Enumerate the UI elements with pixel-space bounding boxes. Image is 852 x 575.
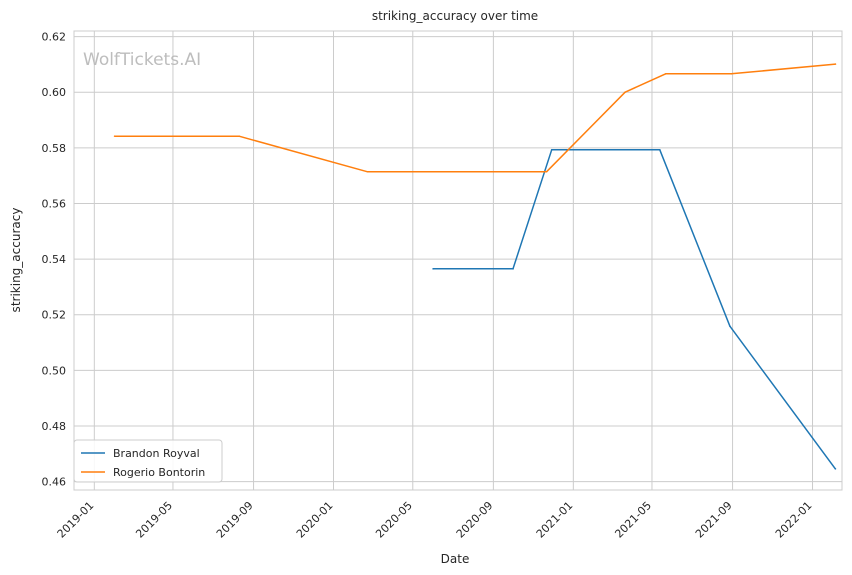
- x-tick-label: 2021-05: [612, 499, 654, 541]
- x-tick-label: 2021-01: [534, 499, 576, 541]
- data-point-rogerio-bontorin: [238, 135, 240, 137]
- y-tick-label: 0.48: [42, 420, 67, 433]
- y-tick-label: 0.50: [42, 364, 67, 377]
- data-point-rogerio-bontorin: [730, 73, 733, 75]
- data-point-brandon-royval: [659, 148, 661, 151]
- data-point-rogerio-bontorin: [664, 73, 667, 75]
- legend: Brandon Royval Rogerio Bontorin: [73, 439, 223, 483]
- legend-box: [73, 439, 223, 483]
- data-point-rogerio-bontorin: [834, 63, 837, 65]
- x-tick-label: 2019-09: [214, 499, 256, 541]
- series-line-rogerio-bontorin: [114, 63, 836, 173]
- x-tick-label: 2021-09: [693, 499, 735, 541]
- series-line-brandon-royval: [433, 149, 837, 470]
- series-lines: [113, 63, 837, 470]
- legend-label-brandon-royval: Brandon Royval: [113, 447, 200, 460]
- y-axis-title: striking_accuracy: [9, 208, 23, 313]
- data-point-brandon-royval: [729, 325, 731, 327]
- data-point-rogerio-bontorin: [366, 170, 369, 173]
- y-tick-label: 0.54: [42, 253, 67, 266]
- data-point-brandon-royval: [834, 468, 837, 470]
- y-tick-label: 0.52: [42, 309, 67, 322]
- data-point-rogerio-bontorin: [545, 170, 548, 173]
- watermark-text: WolfTickets.AI: [83, 50, 201, 70]
- grid-lines: [74, 31, 842, 490]
- x-tick-label: 2019-05: [133, 499, 175, 541]
- chart-title: striking_accuracy over time: [372, 9, 538, 23]
- y-tick-label: 0.46: [42, 476, 67, 489]
- data-point-rogerio-bontorin: [113, 135, 116, 137]
- x-tick-label: 2020-09: [454, 499, 496, 541]
- y-tick-label: 0.60: [42, 86, 67, 99]
- x-tick-label: 2022-01: [773, 499, 815, 541]
- x-tick-label: 2020-05: [373, 499, 415, 541]
- data-point-rogerio-bontorin: [624, 91, 626, 93]
- y-tick-label: 0.56: [42, 197, 67, 210]
- legend-label-rogerio-bontorin: Rogerio Bontorin: [113, 466, 205, 479]
- x-axis-title: Date: [441, 552, 470, 566]
- data-point-brandon-royval: [550, 148, 553, 151]
- x-tick-label: 2019-01: [55, 499, 97, 541]
- x-tick-label: 2020-01: [294, 499, 336, 541]
- y-tick-label: 0.58: [42, 142, 67, 155]
- data-point-brandon-royval: [512, 268, 514, 270]
- y-tick-label: 0.62: [42, 31, 67, 44]
- data-point-brandon-royval: [432, 268, 434, 270]
- plot-area-frame: [73, 30, 843, 491]
